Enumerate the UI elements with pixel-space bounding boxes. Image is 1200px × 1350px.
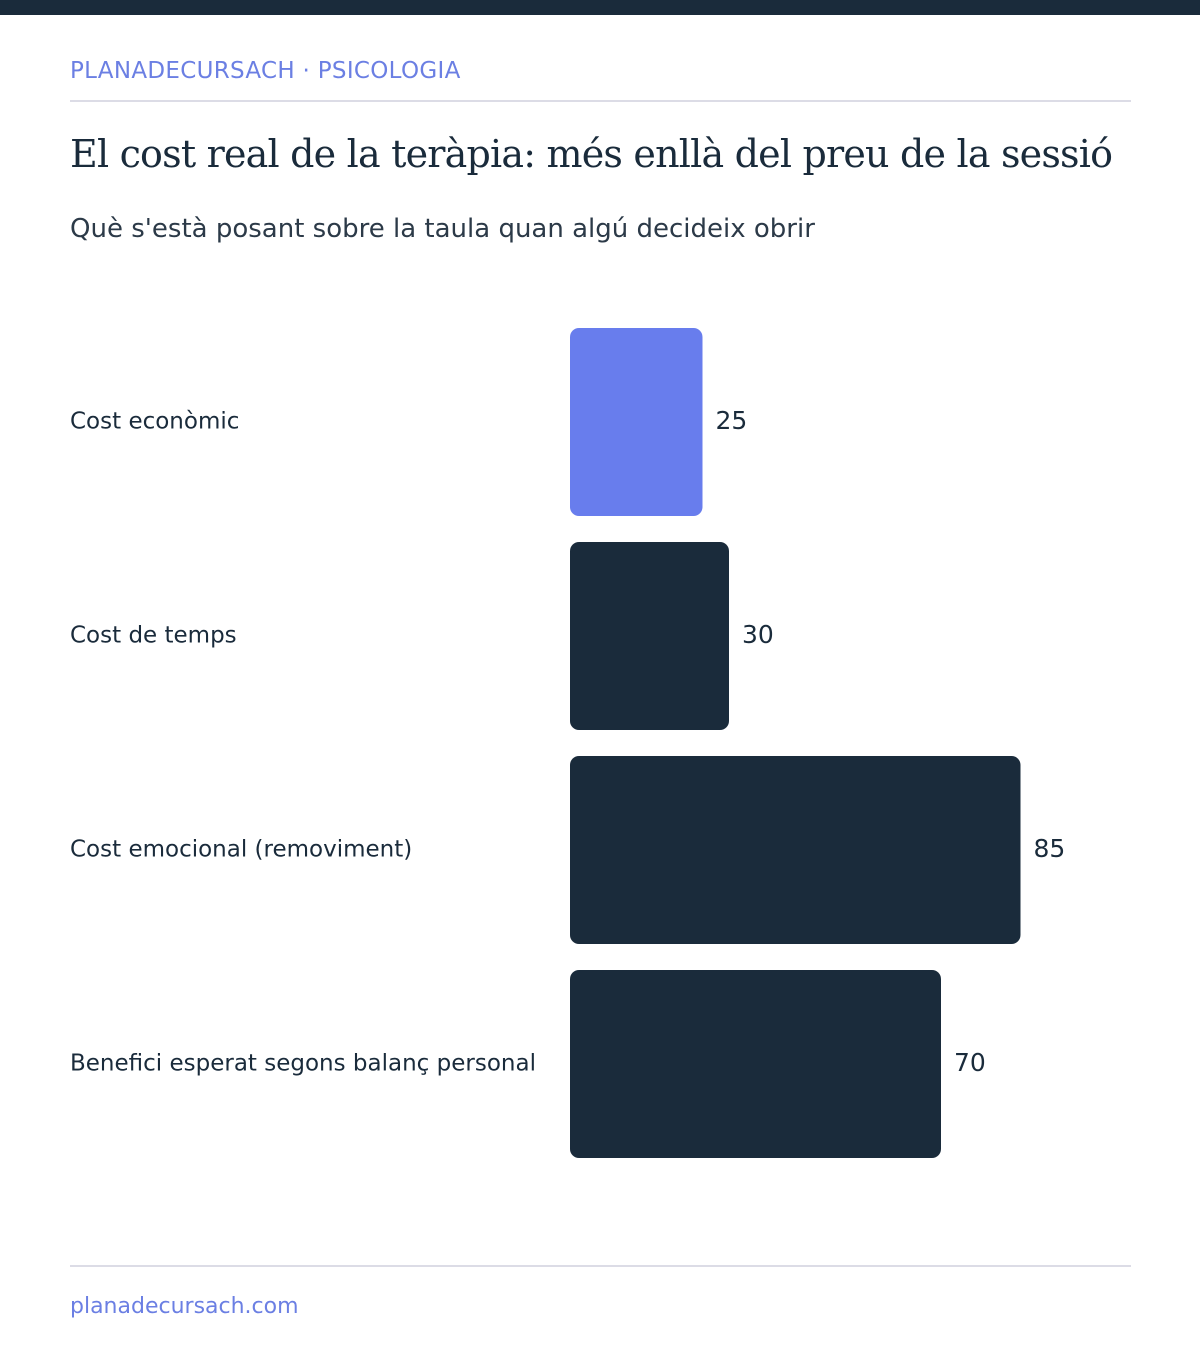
category-label: Cost econòmic [70, 409, 239, 435]
page-subtitle: Què s'està posant sobre la taula quan al… [70, 214, 815, 244]
value-label: 85 [1034, 834, 1066, 863]
header-divider [70, 100, 1131, 102]
brand-label: PLANADECURSACH · PSICOLOGIA [70, 58, 461, 84]
category-label: Benefici esperat segons balanç personal [70, 1051, 536, 1077]
top-accent-bar [0, 0, 1200, 15]
value-label: 70 [954, 1048, 986, 1077]
bar-chart: Cost econòmic 25 Cost de temps 30 Cost emoci… [70, 328, 1066, 1158]
bar [570, 970, 941, 1158]
value-label: 30 [742, 620, 774, 649]
value-label: 25 [716, 406, 748, 435]
category-label: Cost emocional (removiment) [70, 837, 412, 863]
category-label: Cost de temps [70, 623, 237, 649]
footer-divider [70, 1265, 1131, 1267]
footer-link[interactable]: planadecursach.com [70, 1294, 299, 1319]
bar [570, 756, 1021, 944]
bar [570, 328, 703, 516]
page-title: El cost real de la teràpia: més enllà de… [70, 132, 1113, 176]
bar [570, 542, 729, 730]
